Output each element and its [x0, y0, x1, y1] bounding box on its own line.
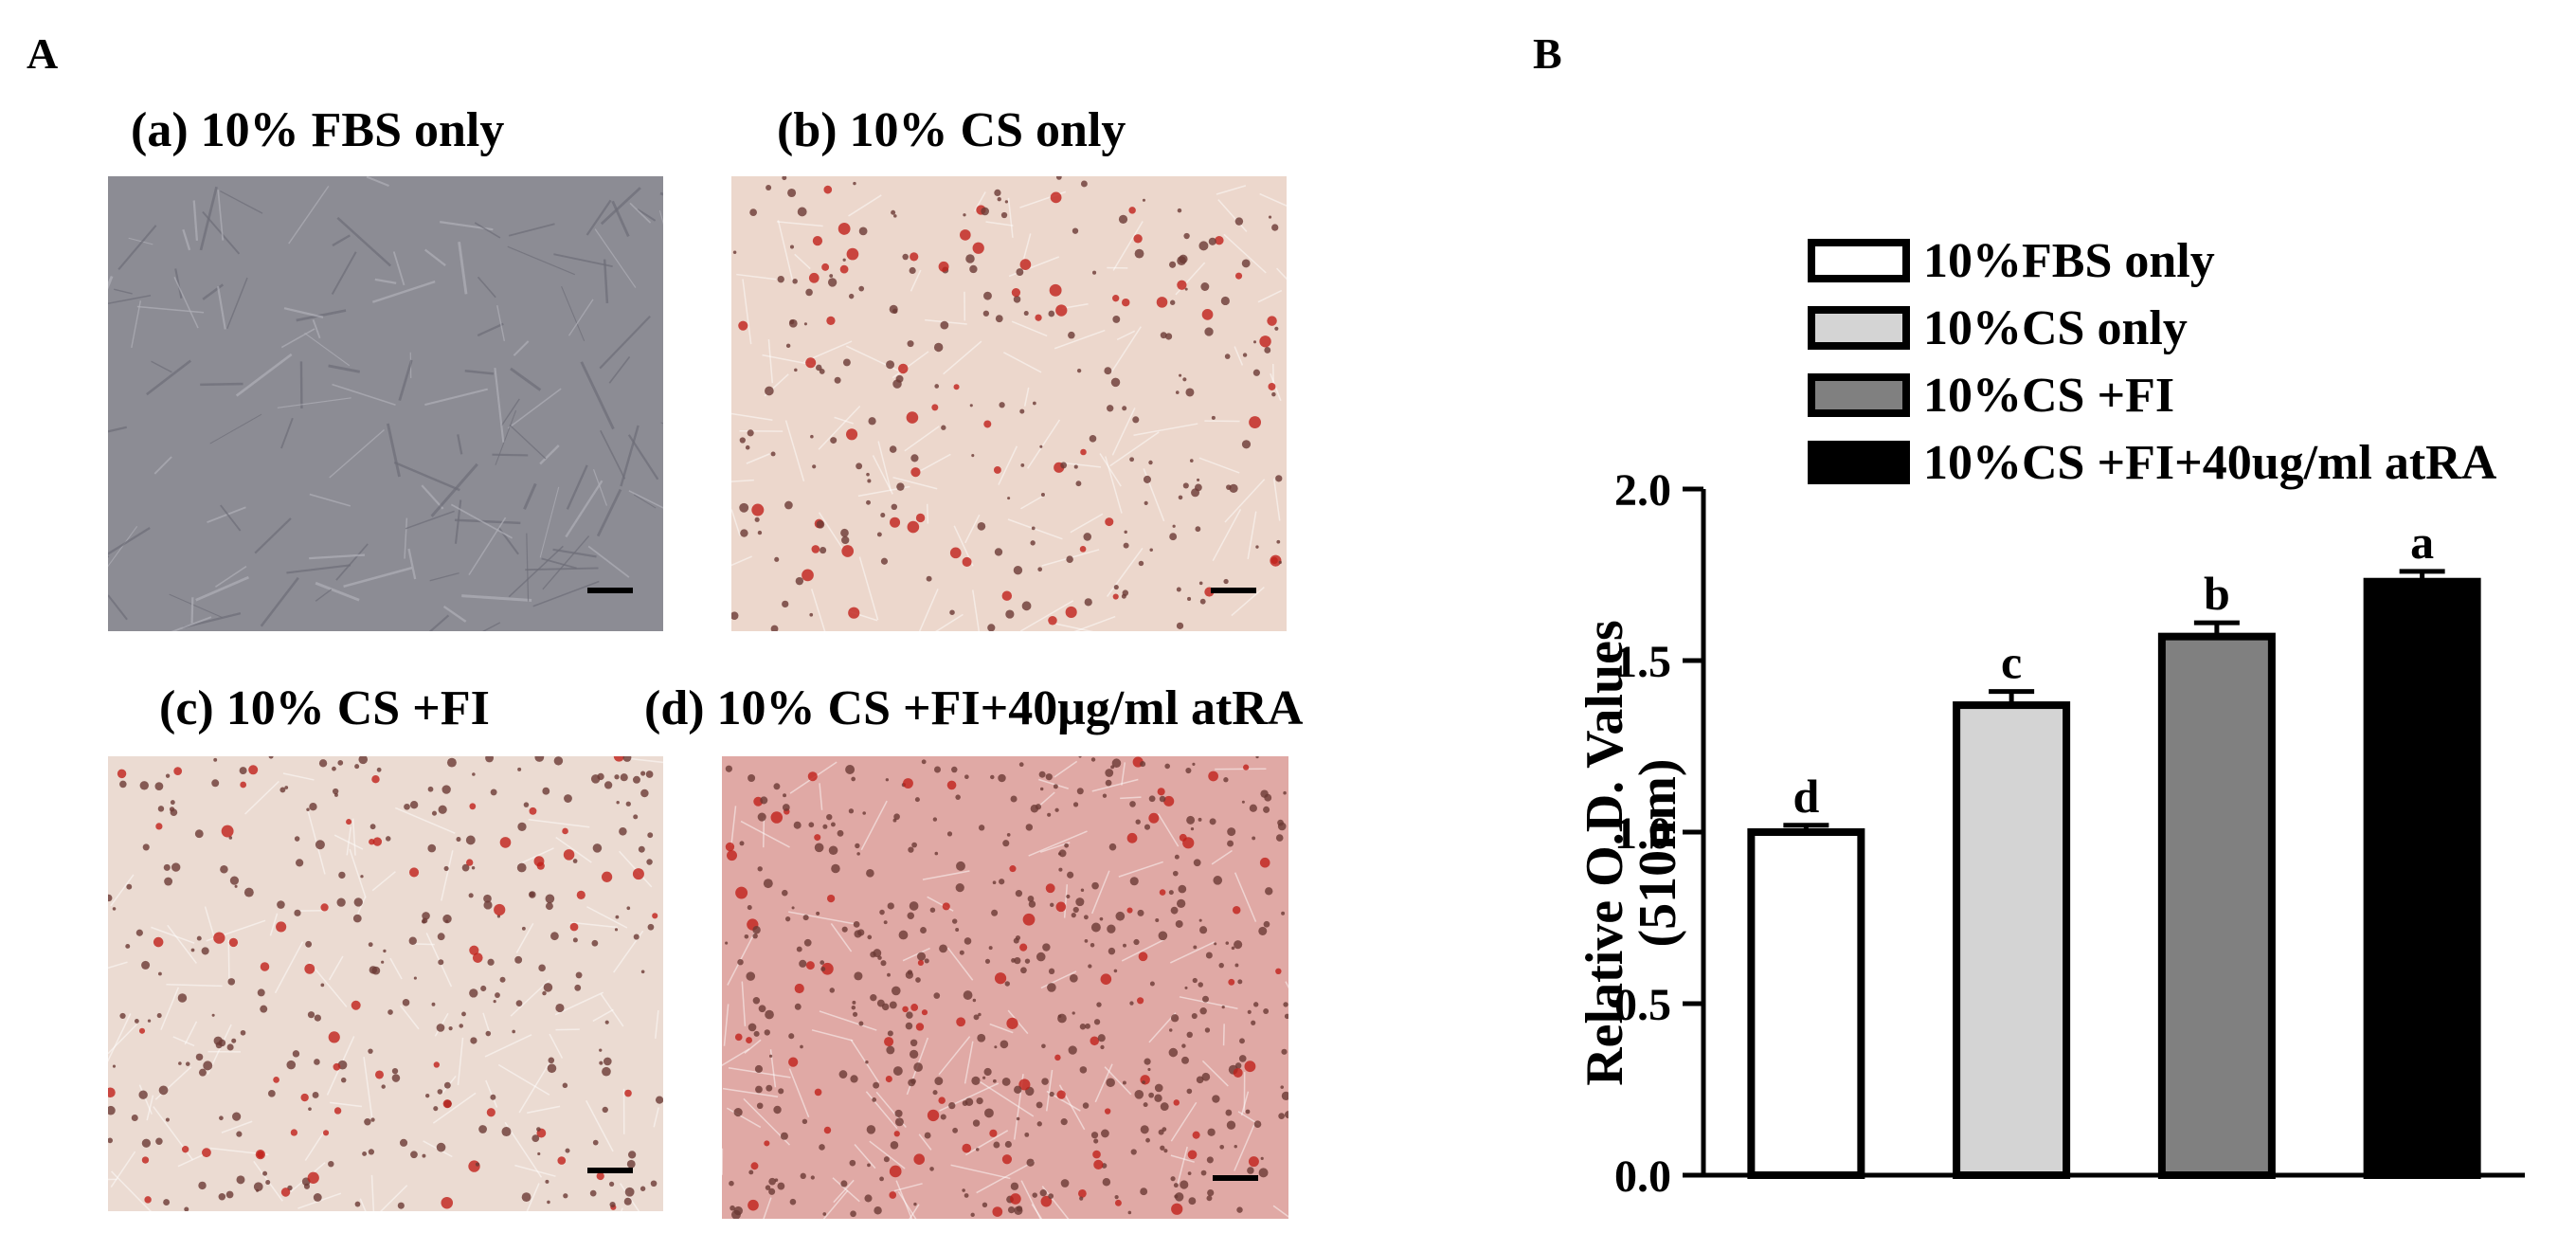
y-axis-label: Relative O.D. Values [1576, 620, 1634, 1086]
chart-bars: d c b a [1747, 516, 2481, 1179]
y-tick-label: 0.5 [1614, 980, 1671, 1030]
legend-label: 10%FBS only [1923, 234, 2215, 288]
micrograph-fbs-only [108, 176, 663, 631]
bar [1953, 701, 2071, 1179]
image-c-title: (c) 10% CS +FI [159, 681, 490, 735]
image-a-title: (a) 10% FBS only [131, 103, 505, 157]
image-d-title: (d) 10% CS +FI+40μg/ml atRA [644, 681, 1304, 735]
y-axis-unit-label: (510nm) [1629, 758, 1687, 947]
micrograph-cs-fi-atra [722, 756, 1288, 1219]
y-tick-label: 1.0 [1614, 808, 1671, 859]
bar [1747, 828, 1865, 1179]
bar-chart: 10%FBS only 10%CS only 10%CS +FI 10%CS +FI+… [1576, 234, 2525, 1202]
legend-swatch [1808, 373, 1910, 417]
bar [2363, 577, 2481, 1179]
panel-a-letter: A [27, 29, 59, 78]
legend-label: 10%CS +FI+40ug/ml atRA [1923, 436, 2497, 490]
legend-label: 10%CS only [1923, 301, 2188, 355]
bar [2157, 632, 2276, 1179]
y-tick-label: 0.0 [1614, 1151, 1671, 1202]
legend-label: 10%CS +FI [1923, 369, 2174, 423]
legend-swatch [1808, 441, 1910, 484]
legend-swatch [1808, 239, 1910, 282]
significance-letter: c [2001, 636, 2022, 689]
panel-b-letter: B [1533, 29, 1562, 78]
y-tick-label: 2.0 [1614, 465, 1671, 516]
significance-letter: b [2204, 567, 2230, 620]
micrograph-cs-fi [108, 756, 663, 1211]
image-b-title: (b) 10% CS only [777, 103, 1126, 157]
significance-letter: d [1792, 770, 1819, 823]
y-tick-label: 1.5 [1614, 637, 1671, 687]
significance-letter: a [2410, 516, 2434, 569]
chart-legend: 10%FBS only 10%CS only 10%CS +FI 10%CS +FI+… [1808, 234, 2497, 490]
legend-swatch [1808, 306, 1910, 350]
micrograph-cs-only [731, 176, 1287, 631]
